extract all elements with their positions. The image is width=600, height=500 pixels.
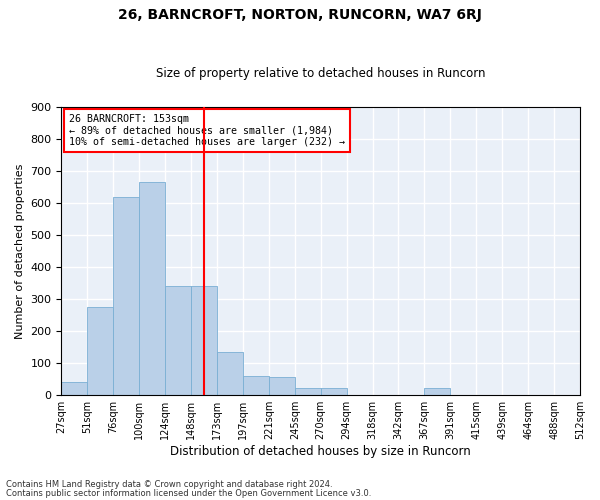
Text: Contains HM Land Registry data © Crown copyright and database right 2024.: Contains HM Land Registry data © Crown c… [6, 480, 332, 489]
Bar [113, 196, 139, 394]
Bar [61, 382, 88, 394]
Bar [165, 286, 191, 395]
Title: Size of property relative to detached houses in Runcorn: Size of property relative to detached ho… [156, 66, 485, 80]
X-axis label: Distribution of detached houses by size in Runcorn: Distribution of detached houses by size … [170, 444, 471, 458]
Bar [321, 388, 347, 394]
Bar [424, 388, 451, 394]
Bar [217, 352, 243, 395]
Bar [243, 376, 269, 394]
Text: Contains public sector information licensed under the Open Government Licence v3: Contains public sector information licen… [6, 488, 371, 498]
Text: 26, BARNCROFT, NORTON, RUNCORN, WA7 6RJ: 26, BARNCROFT, NORTON, RUNCORN, WA7 6RJ [118, 8, 482, 22]
Bar [88, 307, 113, 394]
Bar [139, 182, 165, 394]
Bar [295, 388, 321, 394]
Text: 26 BARNCROFT: 153sqm
← 89% of detached houses are smaller (1,984)
10% of semi-de: 26 BARNCROFT: 153sqm ← 89% of detached h… [69, 114, 345, 148]
Bar [269, 377, 295, 394]
Bar [191, 286, 217, 395]
Y-axis label: Number of detached properties: Number of detached properties [15, 163, 25, 338]
